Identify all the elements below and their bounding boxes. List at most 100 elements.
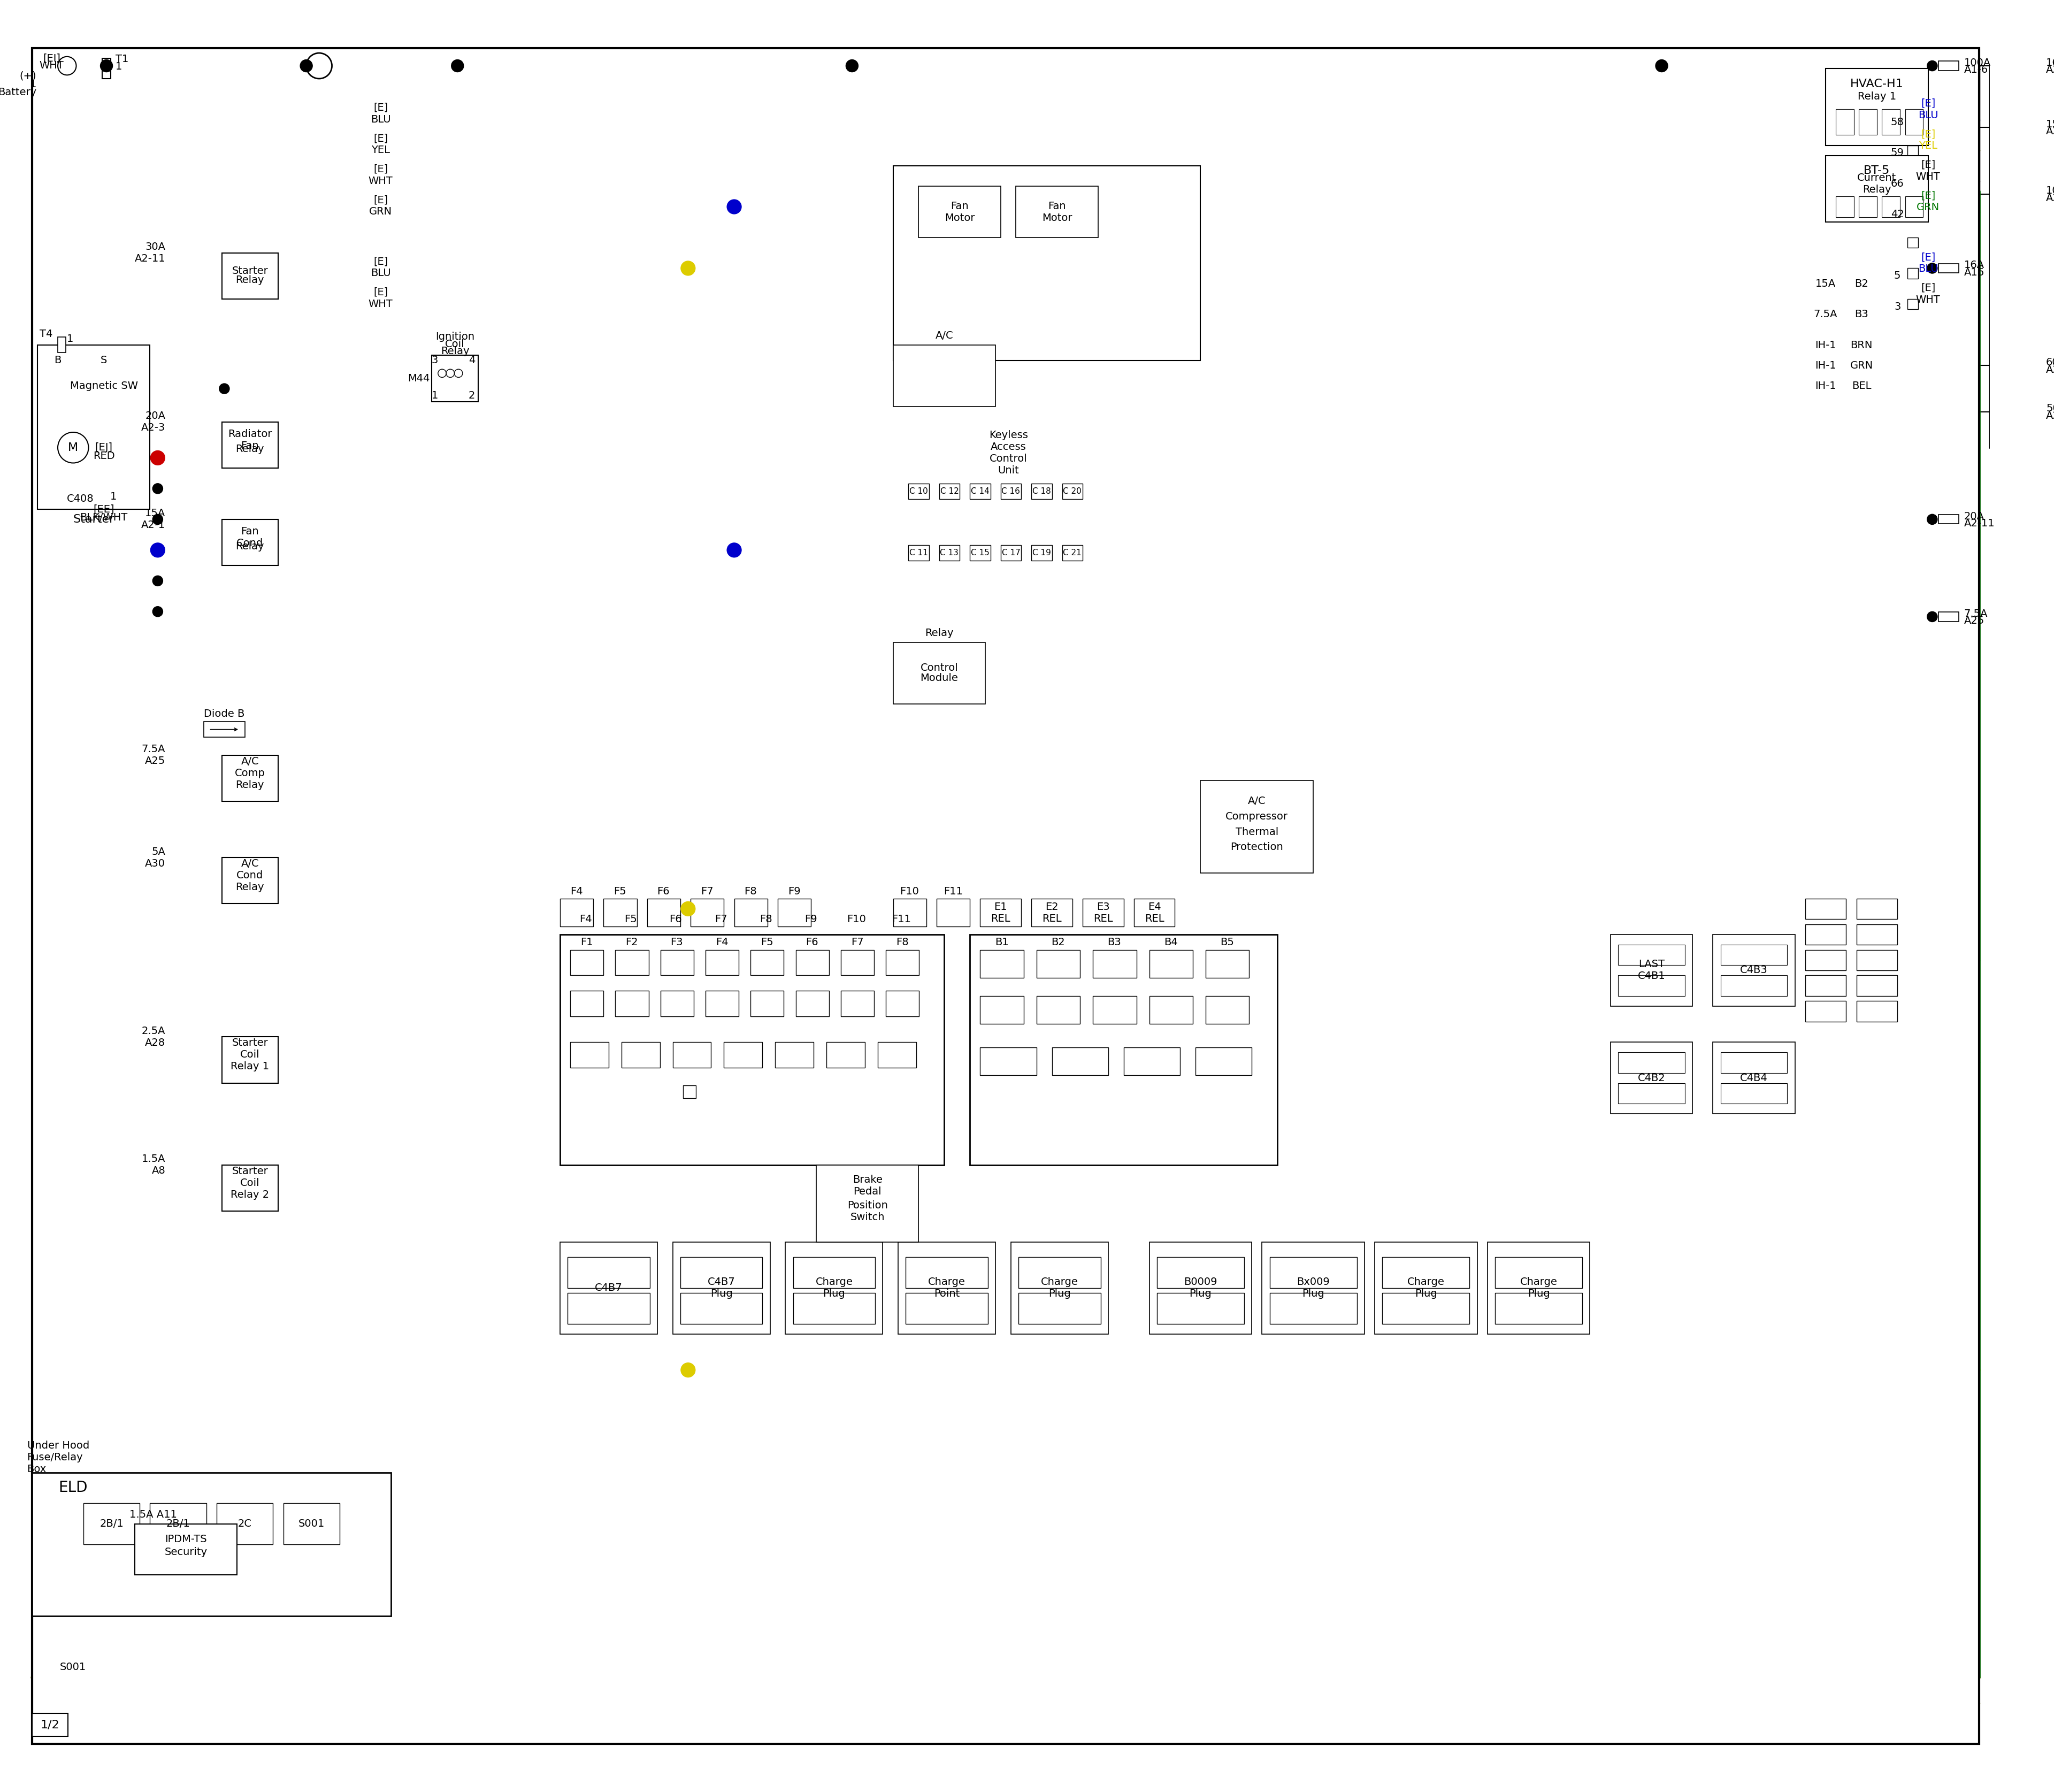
Text: B3: B3 <box>1107 937 1121 948</box>
Text: Charge
Plug: Charge Plug <box>1041 1278 1078 1299</box>
Text: B2: B2 <box>1052 937 1064 948</box>
Text: Module: Module <box>920 674 957 683</box>
Text: C4B7
Plug: C4B7 Plug <box>707 1278 735 1299</box>
Bar <box>2021 407 2042 416</box>
Bar <box>1805 1002 1847 1021</box>
Circle shape <box>1927 263 1937 274</box>
Bar <box>885 950 920 975</box>
Text: 60A: 60A <box>2046 357 2054 367</box>
Text: Security: Security <box>164 1546 207 1557</box>
Bar <box>33 1473 390 1616</box>
Bar <box>1037 950 1080 978</box>
Circle shape <box>2009 360 2019 371</box>
Bar <box>1836 109 1855 134</box>
Text: WHT: WHT <box>39 61 64 70</box>
Bar <box>705 950 739 975</box>
Circle shape <box>2009 122 2019 133</box>
Text: 58: 58 <box>1892 116 1904 127</box>
Text: 1: 1 <box>111 491 117 502</box>
Text: Under Hood
Fuse/Relay
Box: Under Hood Fuse/Relay Box <box>27 1441 88 1475</box>
Text: [E]
WHT: [E] WHT <box>1916 159 1941 181</box>
Bar <box>826 1043 865 1068</box>
Text: Fan
Cond: Fan Cond <box>236 527 263 548</box>
Text: B: B <box>53 355 62 366</box>
Text: 1/2: 1/2 <box>41 1719 60 1729</box>
Text: F10: F10 <box>846 914 865 925</box>
Bar <box>37 346 150 509</box>
Bar <box>1000 484 1021 498</box>
Text: Protection: Protection <box>1230 842 1284 853</box>
Text: B1: B1 <box>994 937 1009 948</box>
Circle shape <box>727 543 741 557</box>
Bar <box>1619 975 1684 996</box>
Text: Fan
Motor: Fan Motor <box>1041 201 1072 222</box>
Bar <box>150 1503 205 1545</box>
Bar <box>980 950 1023 978</box>
Text: E4
REL: E4 REL <box>1144 901 1165 925</box>
Bar <box>908 484 928 498</box>
Bar <box>1037 996 1080 1023</box>
Text: Compressor: Compressor <box>1226 812 1288 823</box>
Text: C 14: C 14 <box>972 487 990 495</box>
Bar <box>1939 61 1960 70</box>
Bar <box>1857 925 1898 944</box>
Bar <box>1826 68 1929 145</box>
Bar <box>1382 1294 1469 1324</box>
Bar <box>893 642 986 704</box>
Bar <box>705 991 739 1016</box>
Bar <box>1031 898 1072 926</box>
Bar <box>785 1242 883 1335</box>
Circle shape <box>58 432 88 462</box>
Bar <box>1721 944 1787 966</box>
Circle shape <box>1927 514 1937 525</box>
Text: E2
REL: E2 REL <box>1041 901 1062 925</box>
Bar <box>680 1294 762 1324</box>
Text: F3: F3 <box>670 937 684 948</box>
Bar <box>222 858 277 903</box>
Bar <box>778 898 811 926</box>
Bar <box>795 950 830 975</box>
Text: Diode B: Diode B <box>203 710 244 719</box>
Bar <box>1836 197 1855 217</box>
Text: 3: 3 <box>431 355 438 366</box>
Bar <box>1939 514 1960 523</box>
Circle shape <box>2009 407 2019 418</box>
Text: 5A
A30: 5A A30 <box>146 846 166 869</box>
Text: Relay: Relay <box>924 627 953 638</box>
Bar <box>216 1503 273 1545</box>
Text: IPDM-TS: IPDM-TS <box>164 1534 207 1545</box>
Bar <box>1619 1052 1684 1073</box>
Text: F5: F5 <box>760 937 772 948</box>
Bar <box>969 484 990 498</box>
Bar <box>1019 1258 1101 1288</box>
Bar <box>571 950 604 975</box>
Text: (+): (+) <box>18 72 37 81</box>
Bar <box>840 991 875 1016</box>
Bar <box>1826 156 1929 222</box>
Text: [E]
BLU: [E] BLU <box>370 256 390 278</box>
Bar <box>222 253 277 299</box>
Text: A16: A16 <box>1964 267 1984 278</box>
Text: F8: F8 <box>744 887 758 896</box>
Bar <box>1487 1242 1590 1335</box>
Bar <box>561 898 594 926</box>
Text: A22: A22 <box>2046 127 2054 136</box>
Bar <box>1859 197 1877 217</box>
Bar <box>1269 1258 1358 1288</box>
Text: 10A: 10A <box>2046 186 2054 195</box>
Bar <box>969 545 990 561</box>
Circle shape <box>152 575 162 586</box>
Bar <box>661 991 694 1016</box>
Bar <box>937 898 969 926</box>
Text: B3: B3 <box>1855 310 1869 319</box>
Bar <box>1093 996 1136 1023</box>
Bar <box>690 898 723 926</box>
Bar <box>969 934 1278 1165</box>
Bar <box>222 421 277 468</box>
Text: Relay: Relay <box>236 274 265 285</box>
Text: [E]
YEL: [E] YEL <box>1918 129 1937 151</box>
Bar <box>2021 122 2042 133</box>
Text: 7.5A: 7.5A <box>1964 609 1988 618</box>
Text: Relay: Relay <box>442 346 468 357</box>
Text: C 21: C 21 <box>1064 548 1082 557</box>
